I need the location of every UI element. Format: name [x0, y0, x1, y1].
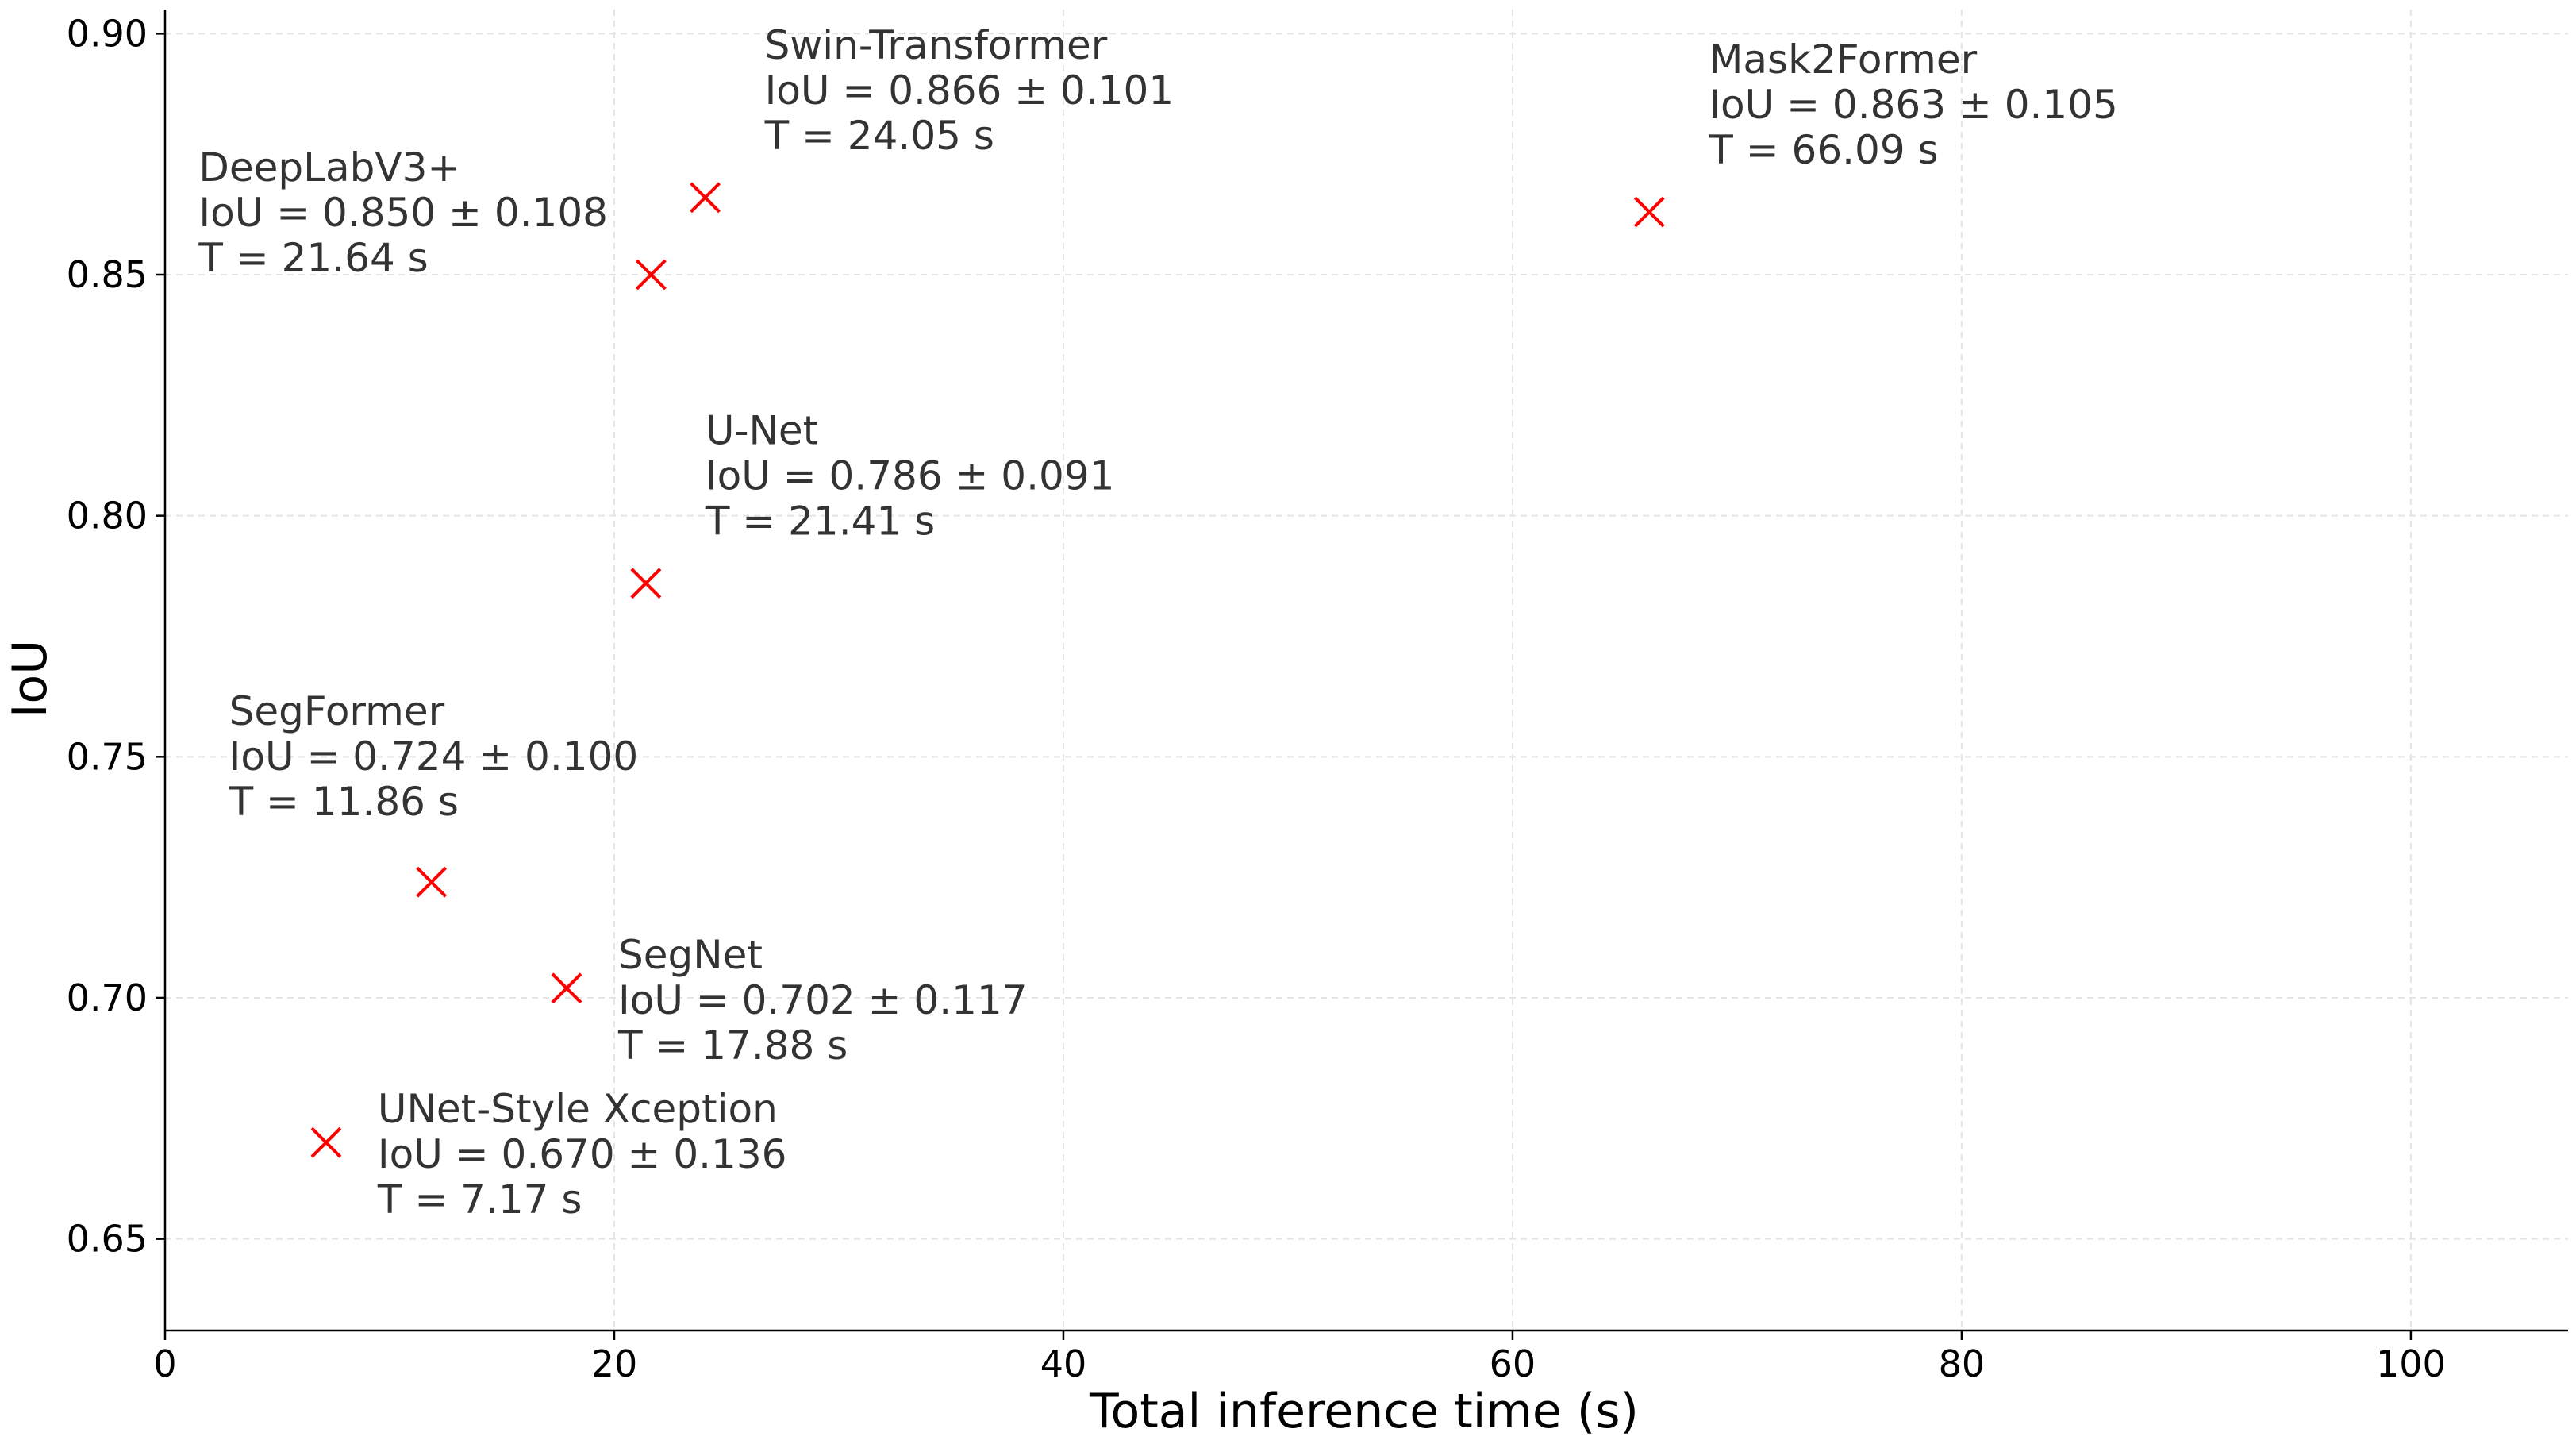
marker-stroke	[551, 972, 582, 1004]
x-tick-label: 0	[153, 1342, 176, 1385]
data-point-marker	[416, 866, 448, 898]
x-axis-label: Total inference time (s)	[1089, 1384, 1639, 1439]
marker-stroke	[1633, 196, 1665, 228]
marker-stroke	[635, 259, 667, 291]
data-point-marker	[1633, 196, 1665, 228]
data-point-marker	[635, 259, 667, 291]
y-tick-label: 0.75	[67, 735, 148, 778]
x-tick-label: 40	[1040, 1342, 1087, 1385]
annotation-time: T = 17.88 s	[617, 1022, 848, 1069]
annotation-time: T = 11.86 s	[229, 779, 459, 825]
marker-stroke	[630, 568, 662, 599]
marker-stroke	[310, 1126, 342, 1158]
annotation-name: U-Net	[706, 408, 818, 454]
annotation-iou: IoU = 0.863 ± 0.105	[1709, 82, 2118, 128]
annotation-iou: IoU = 0.670 ± 0.136	[378, 1131, 787, 1177]
y-tick-label: 0.85	[67, 253, 148, 296]
axes-layer: 0 20 40 60 80 100 0.65 0.70 0.75 0.80 0.85 0.90	[67, 10, 2568, 1385]
annotation-name: SegNet	[618, 932, 763, 978]
grid-layer	[165, 10, 2568, 1330]
annotation-time: T = 66.09 s	[1708, 127, 1938, 173]
annotation-iou: IoU = 0.702 ± 0.117	[618, 977, 1028, 1023]
data-point-marker	[551, 972, 582, 1004]
data-point-marker	[630, 568, 662, 599]
annotation-iou: IoU = 0.850 ± 0.108	[198, 190, 608, 236]
data-point-marker	[690, 182, 721, 214]
marker-stroke	[690, 182, 721, 214]
annotation-iou: IoU = 0.724 ± 0.100	[229, 734, 639, 780]
annotation-name: Swin-Transformer	[765, 22, 1108, 68]
annotation-iou: IoU = 0.866 ± 0.101	[765, 67, 1175, 114]
annotation-iou: IoU = 0.786 ± 0.091	[706, 453, 1115, 499]
x-tick-label: 20	[591, 1342, 638, 1385]
y-tick-label: 0.65	[67, 1218, 148, 1261]
x-tick-label: 80	[1939, 1342, 1986, 1385]
annotation-time: T = 21.41 s	[705, 499, 935, 545]
y-tick-label: 0.90	[67, 12, 148, 55]
annotation-name: SegFormer	[229, 688, 445, 734]
x-tick-label: 100	[2376, 1342, 2446, 1385]
x-tick-label: 60	[1490, 1342, 1536, 1385]
data-point-marker	[310, 1126, 342, 1158]
annotation-time: T = 21.64 s	[198, 235, 428, 281]
annotation-time: T = 7.17 s	[377, 1176, 582, 1223]
annotation-name: UNet-Style Xception	[378, 1086, 778, 1132]
marks-layer	[310, 182, 1665, 1158]
marker-stroke	[416, 866, 448, 898]
annotation-name: Mask2Former	[1709, 37, 1977, 83]
annotation-time: T = 24.05 s	[764, 113, 994, 159]
y-tick-label: 0.70	[67, 976, 148, 1019]
y-tick-label: 0.80	[67, 495, 148, 537]
y-axis-label: IoU	[2, 640, 58, 718]
annotation-name: DeepLabV3+	[198, 144, 460, 191]
